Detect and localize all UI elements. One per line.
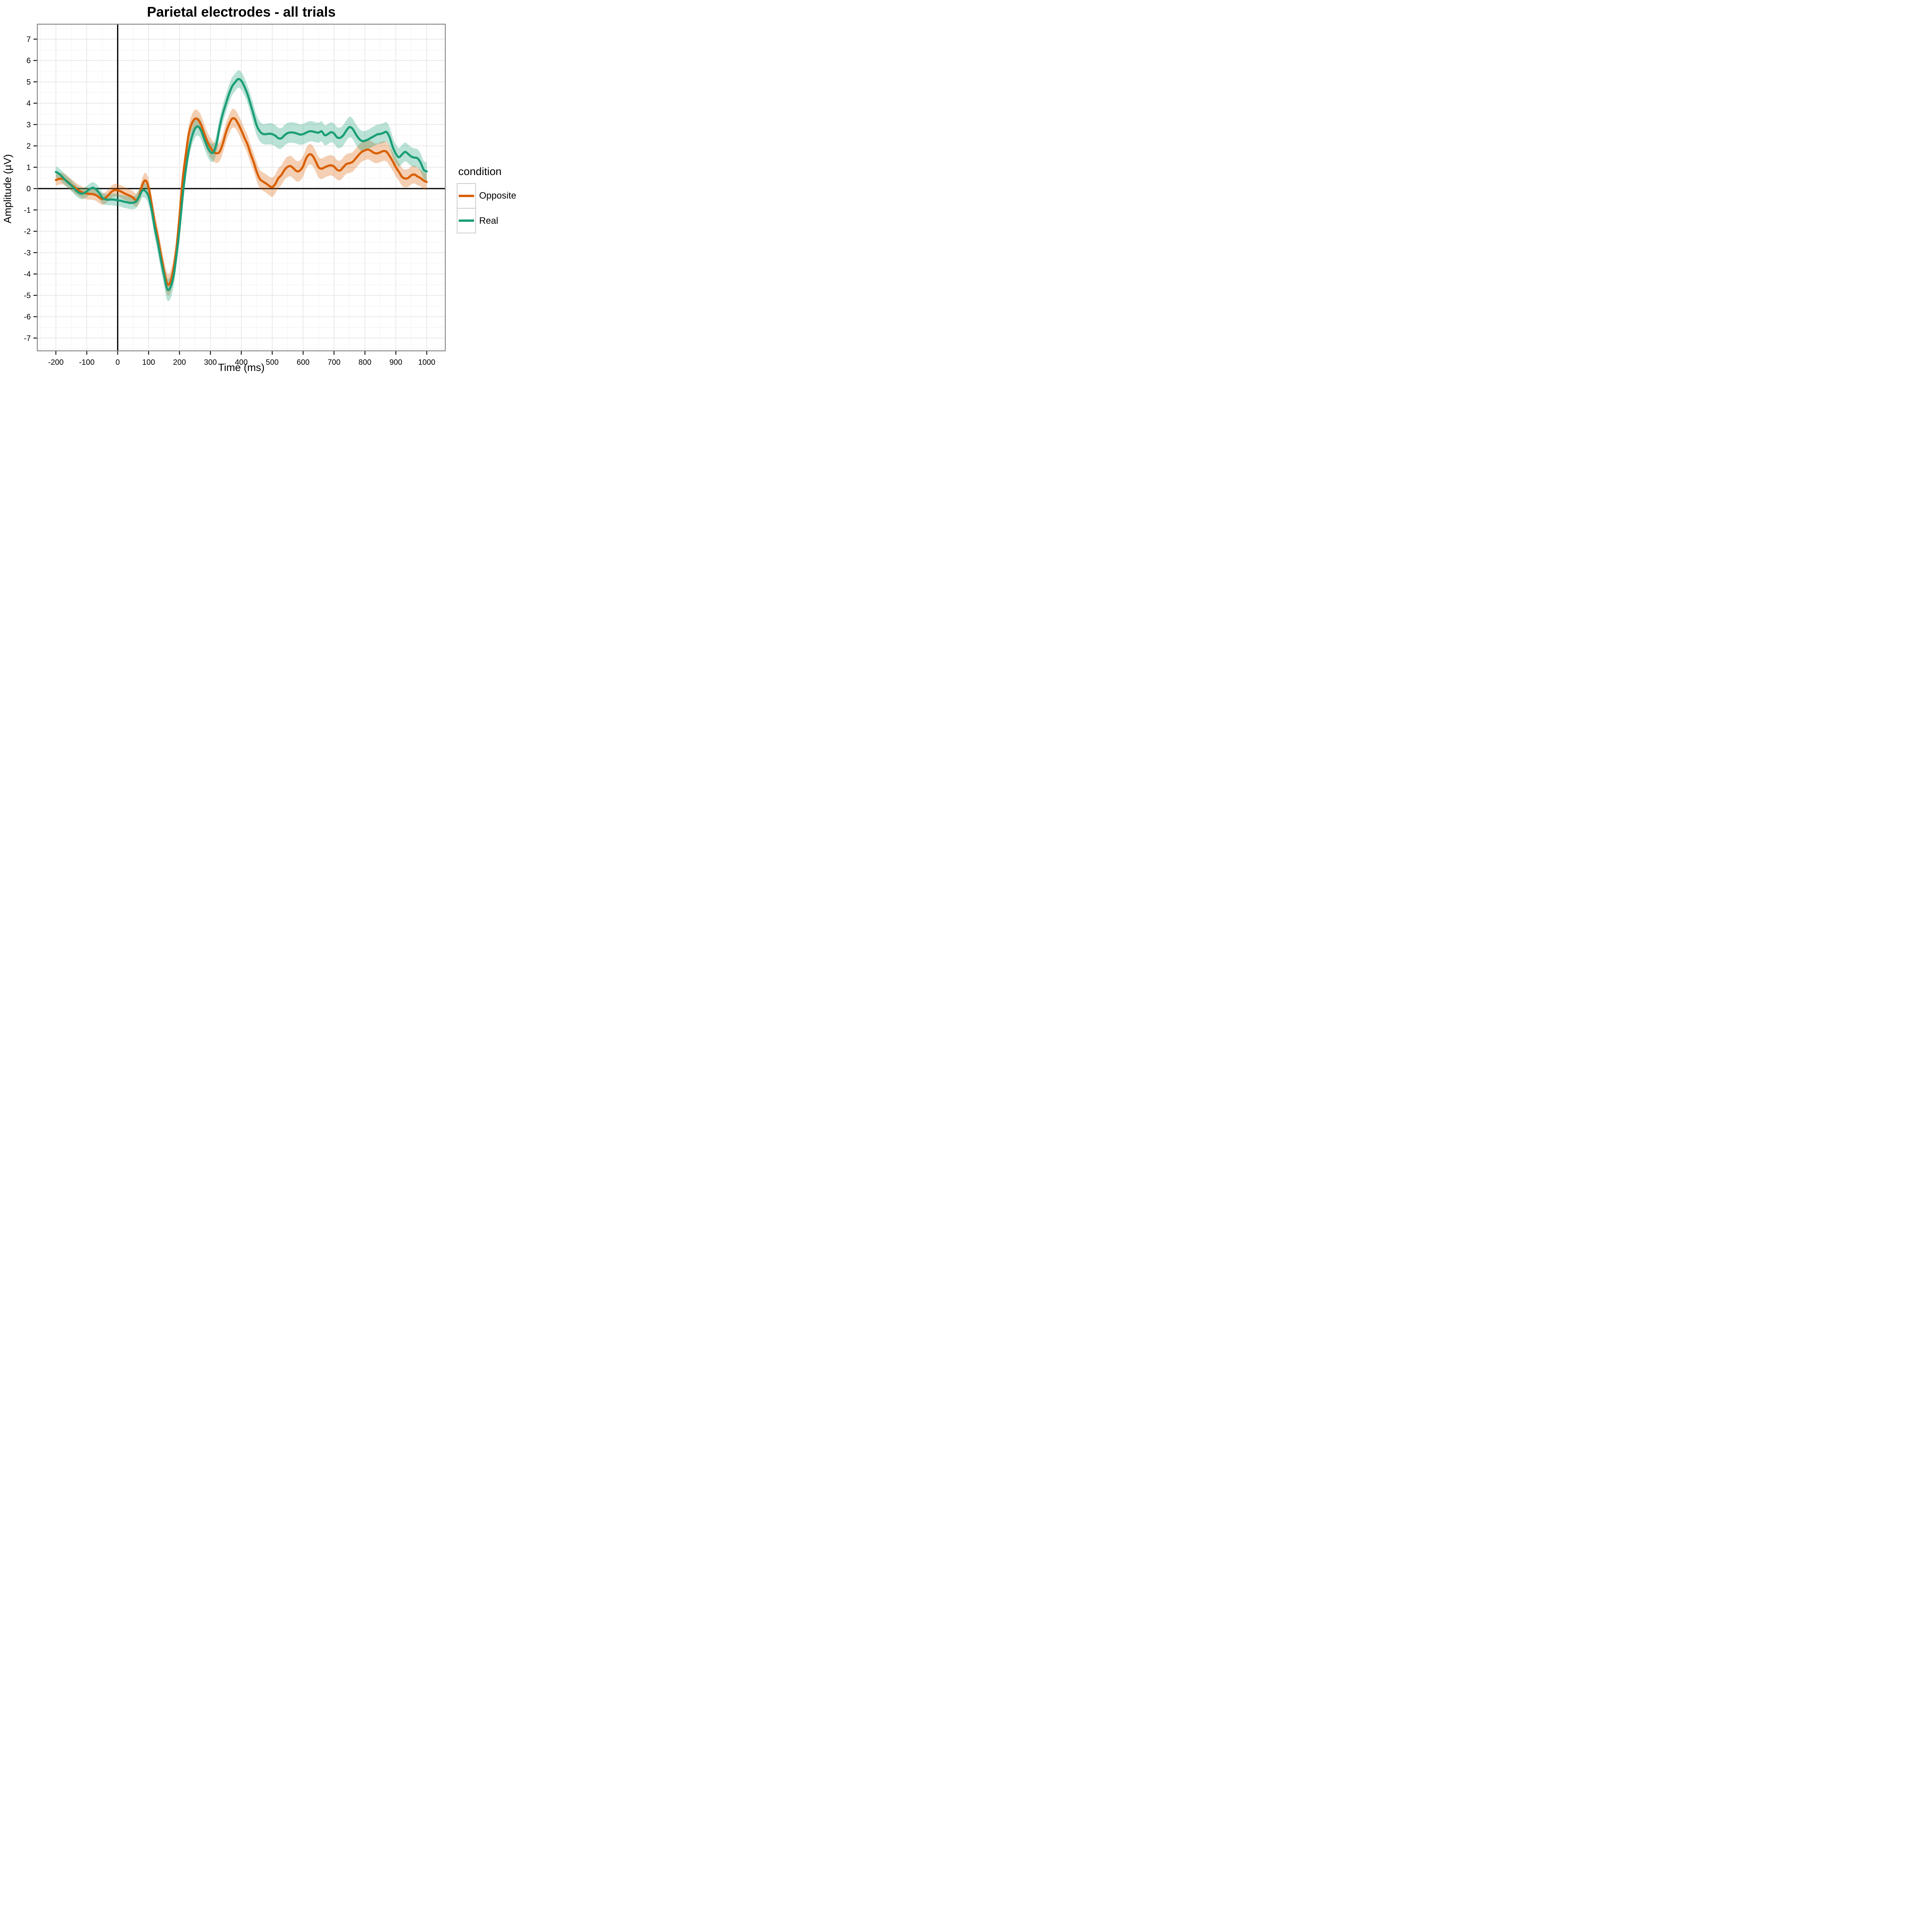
x-tick-label: -100	[79, 358, 95, 367]
x-tick-label: 200	[173, 358, 186, 367]
x-tick-label: 400	[235, 358, 248, 367]
y-tick-label: 1	[26, 163, 31, 172]
x-axis-title: Time (ms)	[218, 362, 265, 373]
x-tick-label: 1000	[418, 358, 435, 367]
legend-entry-real: Real	[457, 208, 540, 233]
y-tick-label: -6	[24, 313, 31, 321]
legend-label: Real	[479, 216, 498, 226]
x-tick-label: 600	[297, 358, 310, 367]
x-tick-label: 900	[389, 358, 402, 367]
y-tick-label: 2	[26, 142, 31, 151]
x-tick-label: 0	[116, 358, 120, 367]
y-axis-title: Amplitude (µV)	[2, 154, 14, 224]
x-tick-label: -200	[48, 358, 64, 367]
legend-keys: Opposite Real	[457, 183, 540, 233]
y-tick-label: -7	[24, 334, 31, 343]
legend-key-box	[457, 208, 476, 233]
legend-key-box	[457, 183, 476, 209]
legend-entry-opposite: Opposite	[457, 183, 540, 209]
x-tick-label: 100	[142, 358, 155, 367]
y-tick-label: 5	[26, 78, 31, 87]
y-tick-label: 0	[26, 185, 31, 193]
legend-key-line-icon	[459, 219, 474, 222]
y-tick-label: -1	[24, 206, 31, 214]
erp-plot-canvas: -200 -100 0 100 200 300 400 500 600 700 800 900 1000…	[24, 24, 446, 367]
panel-border	[37, 24, 446, 352]
y-tick-label: 7	[26, 35, 31, 44]
y-tick-label: -4	[24, 270, 31, 279]
series-line-real	[54, 78, 428, 291]
x-tick-label: 700	[328, 358, 340, 367]
legend: condition Opposite Real	[457, 165, 540, 233]
x-tick-label: 300	[204, 358, 217, 367]
y-tick-label: 3	[26, 121, 31, 129]
x-tick-label: 500	[266, 358, 279, 367]
x-tick-label: 800	[359, 358, 371, 367]
series-line-opposite	[54, 117, 428, 286]
erp-figure: Parietal electrodes - all trials -200 -10…	[0, 0, 541, 386]
legend-label: Opposite	[479, 190, 517, 201]
y-tick-label: 6	[26, 57, 31, 65]
series-ribbon-real	[56, 70, 427, 301]
y-tick-label: -3	[24, 249, 31, 257]
legend-title: condition	[458, 165, 502, 177]
y-tick-label: 4	[26, 99, 31, 108]
y-tick-label: -2	[24, 228, 31, 236]
legend-key-line-icon	[459, 195, 474, 197]
plot-title: Parietal electrodes - all trials	[147, 4, 336, 20]
y-tick-label: -5	[24, 291, 31, 300]
